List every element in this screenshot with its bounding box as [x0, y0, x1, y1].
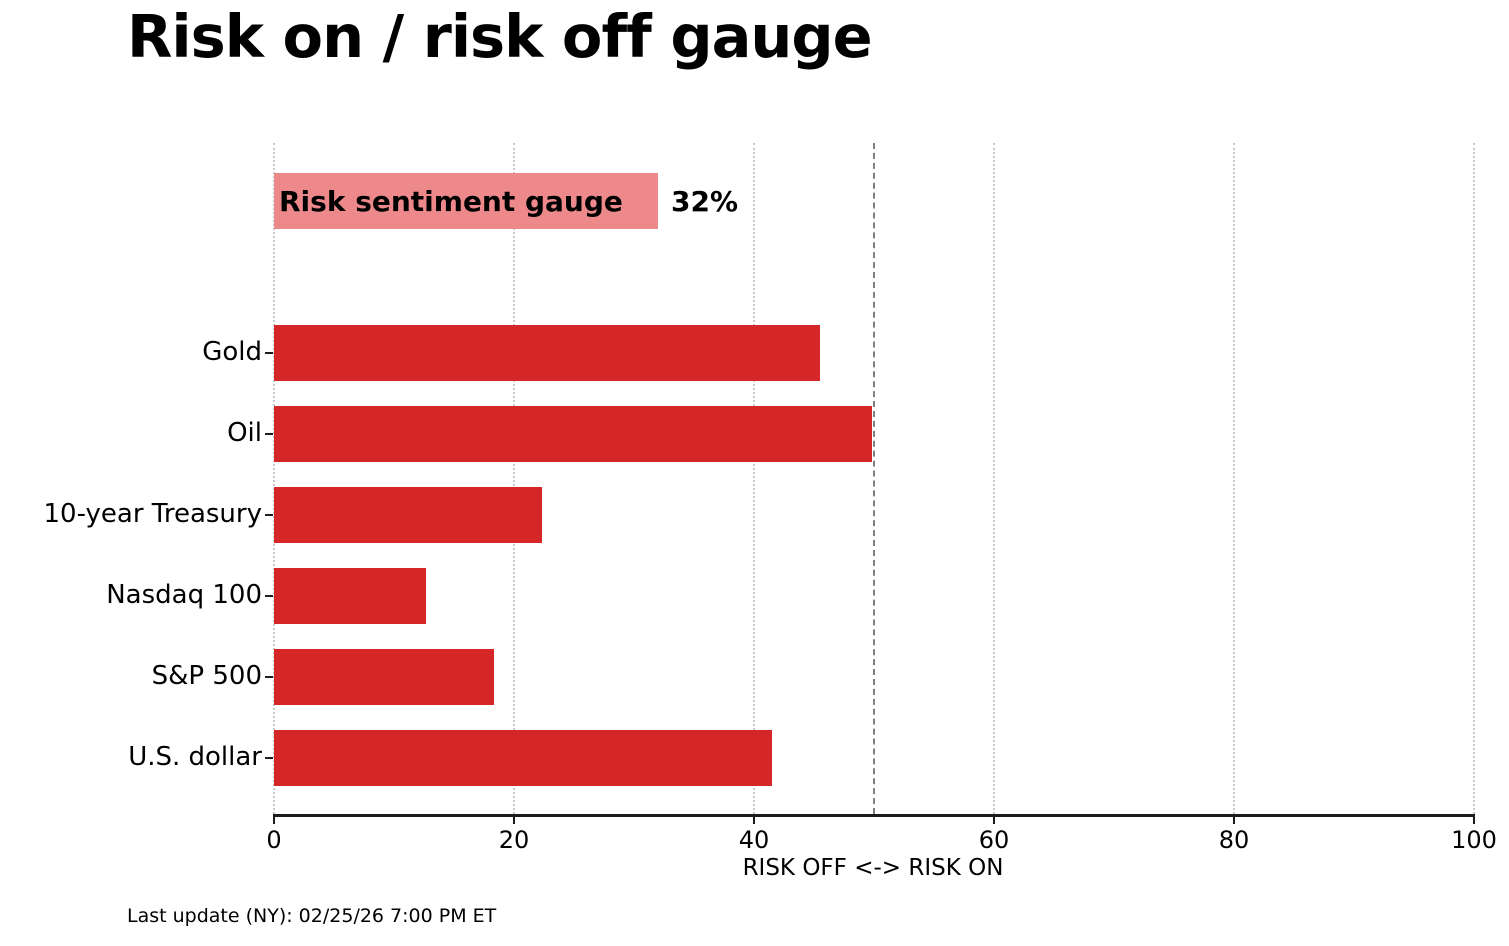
- bar-u-s-dollar: [274, 730, 772, 786]
- category-tick-oil: [265, 433, 273, 435]
- category-tick-gold: [265, 352, 273, 354]
- category-label-10-year-treasury: 10-year Treasury: [43, 499, 263, 529]
- x-tick-100: [1473, 817, 1475, 824]
- x-tick-60: [993, 817, 995, 824]
- x-tick-label-80: 80: [1218, 826, 1250, 854]
- category-tick-s-p-500: [265, 676, 273, 678]
- bar-s-p-500: [274, 649, 494, 705]
- category-tick-u-s-dollar: [265, 757, 273, 759]
- category-tick-10-year-treasury: [265, 514, 273, 516]
- category-tick-nasdaq-100: [265, 595, 273, 597]
- x-tick-label-60: 60: [978, 826, 1010, 854]
- category-label-gold: Gold: [202, 337, 262, 367]
- chart-title: Risk on / risk off gauge: [127, 2, 873, 71]
- category-label-oil: Oil: [227, 418, 262, 448]
- x-tick-label-100: 100: [1451, 826, 1497, 854]
- gridline-0: [273, 143, 275, 814]
- category-label-nasdaq-100: Nasdaq 100: [106, 580, 262, 610]
- x-tick-label-20: 20: [498, 826, 530, 854]
- x-tick-80: [1233, 817, 1235, 824]
- x-tick-label-0: 0: [266, 826, 282, 854]
- bar-oil: [274, 406, 872, 462]
- gridline-40: [753, 143, 755, 814]
- x-axis-spine: [273, 814, 1475, 817]
- gridline-60: [993, 143, 995, 814]
- footer-note: Last update (NY): 02/25/26 7:00 PM ET: [127, 905, 497, 927]
- gridline-20: [513, 143, 515, 814]
- x-tick-label-40: 40: [738, 826, 770, 854]
- gauge-bar-label: Risk sentiment gauge: [279, 184, 623, 218]
- bar-10-year-treasury: [274, 487, 542, 543]
- bar-gold: [274, 325, 820, 381]
- gridline-80: [1233, 143, 1235, 814]
- gauge-value-label: 32%: [671, 184, 739, 218]
- gridline-100: [1473, 143, 1475, 814]
- x-tick-0: [273, 817, 275, 824]
- reference-line-50: [873, 143, 875, 814]
- category-label-u-s-dollar: U.S. dollar: [128, 742, 262, 772]
- risk-sentiment-gauge-bar: Risk sentiment gauge: [274, 173, 658, 229]
- x-tick-40: [753, 817, 755, 824]
- x-axis-label: RISK OFF <-> RISK ON: [742, 855, 1004, 881]
- category-label-s-p-500: S&P 500: [151, 661, 262, 691]
- x-tick-20: [513, 817, 515, 824]
- bar-nasdaq-100: [274, 568, 427, 624]
